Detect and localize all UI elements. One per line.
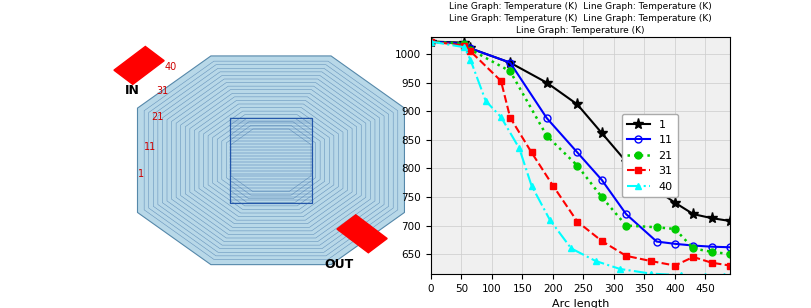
Title: Line Graph: Temperature (K)  Line Graph: Temperature (K)
Line Graph: Temperature: Line Graph: Temperature (K) Line Graph: … [449,2,712,35]
11 [597,178,607,182]
1 [706,216,716,220]
Text: 11: 11 [144,142,156,152]
31 [460,44,470,47]
1 [542,81,551,84]
21 [542,134,551,138]
21 [652,225,662,229]
40 [616,267,625,271]
21 [460,42,470,46]
Line: 21: 21 [427,38,733,257]
11 [542,116,551,120]
11 [725,245,735,249]
21 [725,252,735,256]
1 [725,219,735,223]
21 [689,247,698,250]
21 [670,227,680,231]
Polygon shape [114,47,164,84]
31 [689,255,698,259]
31 [496,79,506,83]
31 [621,254,631,258]
Text: 31: 31 [157,86,169,96]
40 [646,272,655,275]
40 [590,259,600,263]
31 [548,184,558,187]
11 [426,40,436,43]
31 [426,40,436,43]
31 [466,49,475,53]
1 [597,131,607,135]
11 [505,61,515,64]
Line: 31: 31 [427,38,733,269]
1 [652,188,662,192]
1 [466,47,475,50]
Text: 21: 21 [152,112,164,122]
31 [706,261,716,265]
11 [652,240,662,243]
21 [466,48,475,51]
40 [496,115,506,119]
31 [725,264,735,267]
1 [426,40,436,43]
Line: 1: 1 [425,36,736,226]
40 [481,99,491,103]
Text: 40: 40 [164,62,177,72]
11 [466,47,475,50]
21 [573,164,582,167]
40 [426,40,436,43]
40 [545,218,555,222]
31 [670,264,680,267]
40 [526,184,536,187]
40 [676,274,686,277]
21 [621,224,631,227]
31 [597,239,607,243]
1 [460,41,470,45]
Text: 1: 1 [138,169,144,179]
31 [526,151,536,154]
21 [505,69,515,73]
11 [670,242,680,246]
40 [701,274,710,278]
1 [621,160,631,163]
11 [689,244,698,247]
1 [670,201,680,205]
21 [706,250,716,254]
40 [719,274,728,278]
31 [505,116,515,120]
1 [573,103,582,106]
Polygon shape [337,215,387,253]
1 [505,61,515,64]
Line: 11: 11 [427,38,733,251]
40 [466,58,475,62]
Text: IN: IN [125,84,139,97]
21 [597,195,607,199]
Line: 40: 40 [427,38,733,280]
X-axis label: Arc length: Arc length [551,299,609,308]
Polygon shape [138,56,405,265]
11 [460,42,470,46]
11 [621,212,631,216]
40 [514,147,524,150]
40 [725,274,735,278]
Legend: 1, 11, 21, 31, 40: 1, 11, 21, 31, 40 [622,114,678,197]
Text: OUT: OUT [324,258,354,271]
31 [646,259,655,263]
1 [689,212,698,216]
21 [426,40,436,43]
11 [706,245,716,249]
11 [573,151,582,154]
31 [573,220,582,223]
40 [566,247,576,250]
40 [460,45,470,49]
